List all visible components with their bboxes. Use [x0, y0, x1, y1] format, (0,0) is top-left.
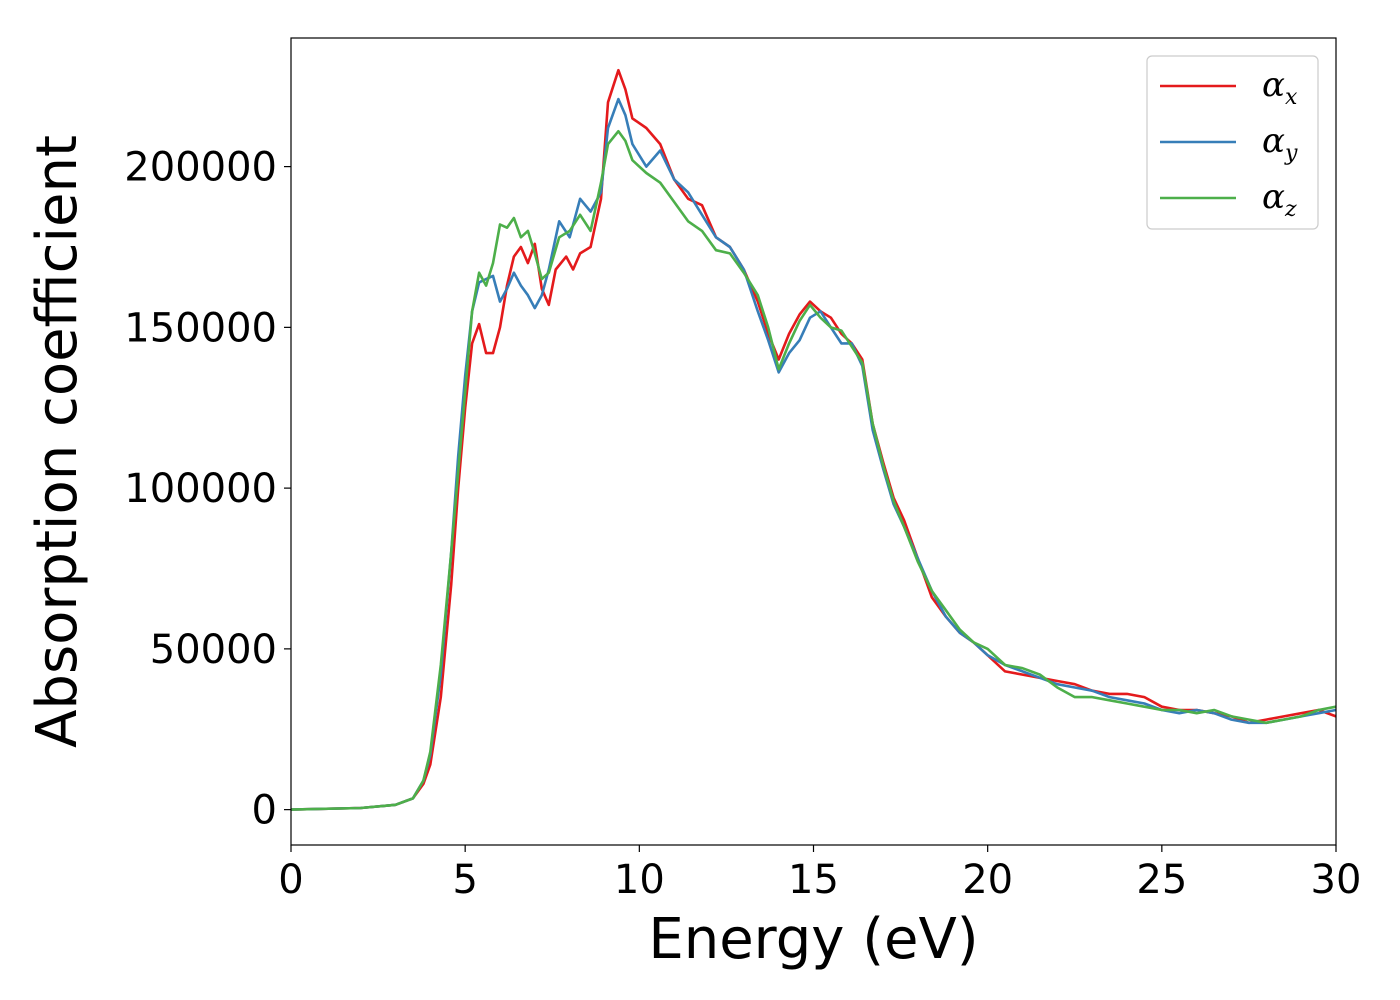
x-tick-label: 20 — [962, 857, 1013, 903]
y-tick-label: 50000 — [150, 627, 277, 673]
y-tick-label: 100000 — [124, 466, 277, 512]
x-tick-label: 15 — [788, 857, 839, 903]
series-line-z — [290, 129, 1337, 811]
series-layer — [290, 68, 1337, 811]
x-tick-label: 0 — [278, 857, 303, 903]
x-axis-label: Energy (eV) — [648, 907, 978, 972]
x-tick-label: 5 — [452, 857, 477, 903]
series-line-y — [290, 97, 1337, 811]
ticks-layer: 0 5 10 15 20 25 30 0 50000 100000 150000 200000 — [124, 145, 1361, 903]
legend-label-z: αz — [1262, 177, 1297, 222]
legend: αx αy αz — [1146, 55, 1319, 230]
legend-label-x: αx — [1262, 65, 1298, 110]
x-tick-label: 10 — [614, 857, 665, 903]
x-tick-label: 25 — [1136, 857, 1187, 903]
y-tick-label: 150000 — [124, 305, 277, 351]
y-tick-label: 200000 — [124, 145, 277, 191]
legend-label-y: αy — [1262, 121, 1298, 166]
x-tick-label: 30 — [1311, 857, 1362, 903]
y-tick-label: 0 — [252, 788, 277, 834]
series-line-x — [290, 68, 1337, 811]
y-axis-label: Absorption coefficient — [25, 135, 90, 748]
